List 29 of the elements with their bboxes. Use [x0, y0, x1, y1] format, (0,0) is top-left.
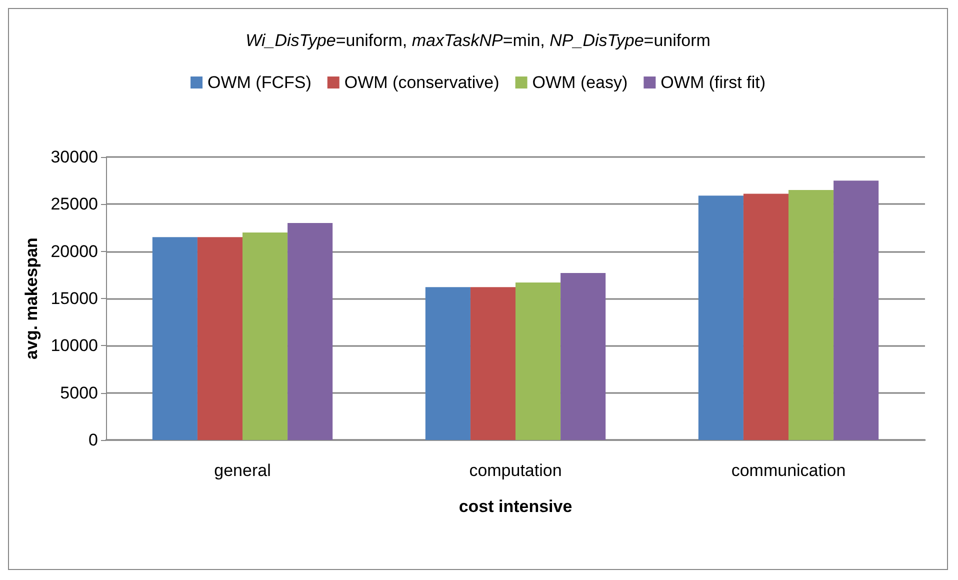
x-axis-title: cost intensive — [458, 497, 572, 516]
y-tick-label: 5000 — [60, 383, 98, 402]
bar — [288, 223, 333, 440]
bar — [743, 194, 788, 440]
legend-label: OWM (conservative) — [344, 73, 500, 92]
y-tick-label: 20000 — [50, 242, 98, 261]
bar — [242, 232, 288, 440]
bar — [698, 196, 744, 440]
x-tick-label: computation — [469, 461, 562, 480]
bar — [152, 237, 198, 440]
bar — [834, 180, 879, 440]
y-tick-label: 30000 — [50, 148, 98, 166]
bar — [516, 282, 561, 440]
y-tick-label: 15000 — [50, 289, 98, 308]
bar — [560, 273, 606, 440]
bar — [470, 287, 516, 440]
legend-label: OWM (easy) — [532, 73, 628, 92]
bar — [788, 190, 834, 440]
bar — [197, 237, 242, 440]
legend-label: OWM (FCFS) — [208, 73, 312, 92]
x-tick-label: communication — [731, 461, 846, 480]
x-tick-label: general — [214, 461, 271, 480]
y-axis-title: avg. makespan — [22, 238, 41, 360]
bar — [425, 287, 470, 440]
y-tick-label: 0 — [88, 430, 98, 450]
chart-title: Wi_DisType=uniform, maxTaskNP=min, NP_DisType=uniform — [246, 31, 710, 50]
y-tick-label: 25000 — [50, 194, 98, 214]
y-tick-label: 10000 — [50, 336, 98, 356]
legend-label: OWM (first fit) — [660, 73, 766, 92]
